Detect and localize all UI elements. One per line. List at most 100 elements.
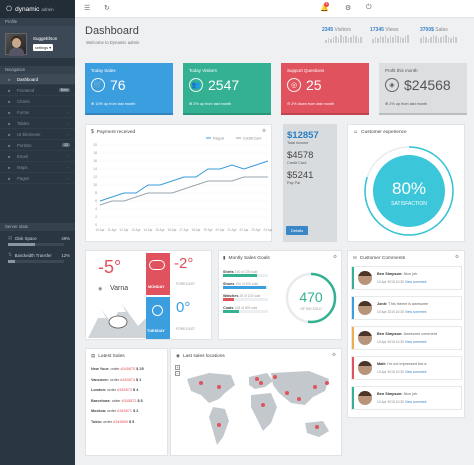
refresh-icon[interactable]: ↻ bbox=[104, 5, 110, 12]
sidebar-item-pages[interactable]: ■ Pages › bbox=[0, 173, 75, 184]
total-income-value: $12857 bbox=[287, 130, 319, 141]
card-today-sales[interactable]: Today Sales 🛒 76 ⊕ 10% up from last month bbox=[85, 63, 173, 115]
credit-card-value: $4578 bbox=[287, 150, 314, 161]
x-tick-label: 14 Apr bbox=[143, 228, 153, 232]
chevron-right-icon: › bbox=[67, 109, 69, 115]
y-tick-label: 12 bbox=[93, 175, 97, 179]
card-profit-this-month[interactable]: Profit this month ◈ $24568 ⊕ 2% up from las… bbox=[379, 63, 467, 115]
sidebar-item-charts[interactable]: ■ Charts bbox=[0, 96, 75, 107]
satisfaction-value: 80% bbox=[392, 179, 426, 198]
trend-icon: ⊕ bbox=[91, 102, 96, 106]
sidebar-item-badge: 12 bbox=[62, 143, 70, 147]
sidebar-item-tables[interactable]: ■ Tables › bbox=[0, 118, 75, 129]
sale-row: Tokio: order #345869 $ 5 bbox=[91, 419, 135, 424]
sales-goals-panel: ▮ Montly Sales Goals ⚙ Shirts 150 of 200… bbox=[218, 250, 342, 340]
y-tick-label: 8 bbox=[95, 191, 97, 195]
app-logo[interactable]: ⎔ dynamic admin bbox=[0, 0, 75, 18]
comment-icon: ✉ bbox=[353, 255, 357, 260]
power-icon[interactable]: ⏻ bbox=[366, 4, 372, 11]
sale-row: Barcelona: order #345872 $ 6 bbox=[91, 398, 143, 403]
trend-icon: ⊕ bbox=[189, 102, 194, 106]
sale-order[interactable]: #345873 bbox=[117, 388, 132, 392]
legend-label: Paypal bbox=[213, 136, 224, 140]
view-comment-link[interactable]: View comment bbox=[404, 310, 427, 314]
view-comment-link[interactable]: View comment bbox=[404, 280, 427, 284]
x-tick-label: 22 Apr bbox=[239, 228, 249, 232]
card-title: Today Sales bbox=[91, 68, 116, 73]
sale-order[interactable]: #345872 bbox=[121, 398, 137, 403]
view-comment-link[interactable]: View comment bbox=[404, 370, 427, 374]
comment-item[interactable]: Matt: I'm not impressed but a 10 Apr 2015… bbox=[351, 356, 462, 380]
goal-coats: Coats 105 of 300 sold bbox=[223, 306, 268, 313]
sale-order[interactable]: #345874 bbox=[120, 377, 135, 382]
sidebar-item-maps[interactable]: ■ Maps › bbox=[0, 162, 75, 173]
card-today-visitors[interactable]: Today Visitors 👥 2547 ⊕ 2% up from last mon… bbox=[183, 63, 271, 115]
notification-bell-icon[interactable]: 🔔 bbox=[320, 5, 329, 12]
nav-list: ■ Dashboard ■ Frontend New ■ Charts ■ Forms › ■ Tab… bbox=[0, 74, 75, 184]
sale-row: New Your: order #345875 $ 25 bbox=[91, 367, 144, 371]
comment-item[interactable]: Ben Simpson: Awesome comment 10 Apr 2015 … bbox=[351, 326, 462, 350]
details-button[interactable]: Details bbox=[286, 226, 309, 235]
y-tick-label: 6 bbox=[95, 199, 97, 203]
tuesday-box: TUESDAY bbox=[146, 297, 170, 339]
comments-gear-icon[interactable]: ⚙ bbox=[454, 254, 459, 259]
goal-detail: 25 of 100 sold bbox=[239, 294, 261, 298]
sidebar-item-dashboard[interactable]: ■ Dashboard bbox=[0, 74, 75, 85]
comment-item[interactable]: Ben Simpson: Nice job 10 Apr 2015 10:30 V… bbox=[351, 266, 462, 290]
goals-title: Montly Sales Goals bbox=[228, 255, 270, 261]
monday-forecast-label: FORECAST bbox=[176, 282, 196, 286]
goal-detail: 105 of 300 sold bbox=[234, 306, 258, 310]
experience-header: ☺ Customer experience bbox=[353, 129, 407, 135]
gear-icon[interactable]: ⚙ bbox=[345, 5, 352, 12]
goal-progress-bar bbox=[223, 286, 268, 289]
goal-progress-bar bbox=[223, 274, 268, 277]
bandwidth-icon: ⇅ bbox=[8, 252, 12, 257]
experience-title: Customer experience bbox=[361, 129, 407, 135]
sidebar-item-ui-elements[interactable]: ■ UI Elements › bbox=[0, 129, 75, 140]
notification-badge: 9 bbox=[324, 2, 329, 7]
y-tick-label: 14 bbox=[93, 167, 97, 171]
y-tick-label: 18 bbox=[93, 151, 97, 155]
comment-date: 10 Apr 2015 10:30 bbox=[377, 370, 404, 374]
experience-panel: ☺ Customer experience 80% SATISFACTION bbox=[347, 124, 465, 242]
sidebar-item-label: Maps bbox=[17, 164, 28, 170]
settings-button[interactable]: settings ▾ bbox=[33, 44, 54, 51]
map-title: Last sales locations bbox=[182, 353, 225, 359]
sale-order[interactable]: #345869 bbox=[113, 419, 128, 424]
sale-amount: $ 1 bbox=[136, 377, 142, 382]
sale-order[interactable]: #345875 bbox=[120, 367, 136, 371]
comment-text: Jonh: This theme is awesome bbox=[377, 302, 429, 306]
goals-gear-icon[interactable]: ⚙ bbox=[332, 254, 337, 259]
sale-order[interactable]: #345871 bbox=[117, 409, 132, 413]
sidebar-item-portlets[interactable]: ■ Portlets 12 bbox=[0, 140, 75, 151]
card-support-questions[interactable]: Support Questions ◎ 25 ⊖ 2% down from last … bbox=[281, 63, 369, 115]
visitors-stat: 2345 Visitors bbox=[322, 27, 351, 33]
map-panel: ◉ Last sales locations ⚙ + − bbox=[170, 348, 342, 456]
zoom-in-button[interactable]: + bbox=[175, 365, 180, 370]
sidebar-item-email[interactable]: ■ Email › bbox=[0, 151, 75, 162]
page-subtitle: Welcome to Dynamic admin bbox=[86, 40, 140, 45]
comment-item[interactable]: Jonh: This theme is awesome 10 Apr 2015 1… bbox=[351, 296, 462, 320]
menu-toggle-icon[interactable]: ☰ bbox=[84, 5, 91, 12]
view-comment-link[interactable]: View comment bbox=[404, 340, 427, 344]
x-tick-label: 10 Apr bbox=[95, 228, 105, 232]
sidebar-item-forms[interactable]: ■ Forms › bbox=[0, 107, 75, 118]
x-tick-label: 16 Apr bbox=[167, 228, 177, 232]
map-gear-icon[interactable]: ⚙ bbox=[331, 352, 336, 357]
payment-gear-icon[interactable]: ⚙ bbox=[261, 128, 266, 133]
avatar[interactable] bbox=[5, 33, 27, 56]
zoom-out-button[interactable]: − bbox=[175, 371, 180, 376]
chevron-right-icon: › bbox=[67, 175, 69, 181]
sale-city: New Your: bbox=[91, 367, 110, 371]
monday-label: MONDAY bbox=[148, 285, 165, 289]
sidebar-item-frontend[interactable]: ■ Frontend New bbox=[0, 85, 75, 96]
payment-header: $ Payment received bbox=[91, 129, 135, 135]
goals-gauge: 470 OF 900 SOLD bbox=[285, 272, 337, 324]
comment-item[interactable]: Ben Simpson: Nice job 10 Apr 2015 10:30 V… bbox=[351, 386, 462, 410]
bandwidth-label: Bandwidth Transfer bbox=[14, 252, 52, 258]
view-comment-link[interactable]: View comment bbox=[404, 400, 427, 404]
lifebuoy-icon: ◎ bbox=[287, 78, 301, 92]
goal-label: Coats bbox=[223, 306, 234, 310]
chevron-right-icon: › bbox=[67, 120, 69, 126]
